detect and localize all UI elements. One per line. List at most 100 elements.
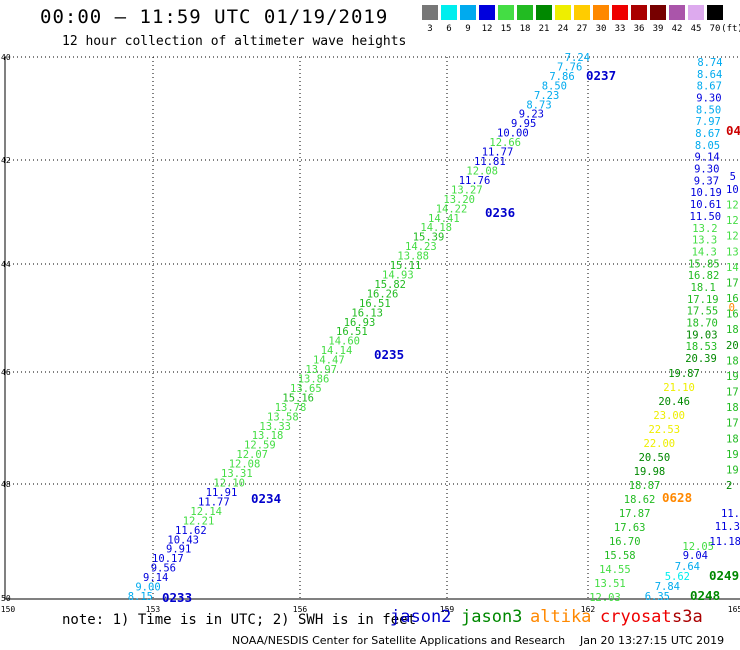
swh-value-label: 13.66 bbox=[726, 246, 740, 258]
swh-value-label: 12.07 bbox=[236, 449, 268, 461]
swh-value-label: 18.53 bbox=[686, 341, 718, 353]
footer-timestamp: Jan 20 13:27:15 UTC 2019 bbox=[580, 634, 725, 647]
swh-value-label: 5.62 bbox=[665, 571, 690, 583]
swh-value-label: 13.86 bbox=[298, 374, 330, 386]
swh-value-label: 19.4 bbox=[726, 371, 740, 383]
swh-value-label: 9.56 bbox=[151, 563, 176, 575]
swh-value-label: 12. bbox=[726, 200, 740, 212]
swh-value-label: 12.6 bbox=[726, 231, 740, 243]
swh-value-label: 13.2 bbox=[692, 223, 717, 235]
swh-value-label: 15.82 bbox=[374, 279, 406, 291]
lon-tick-label: 153 bbox=[146, 605, 161, 614]
lon-tick-label: 156 bbox=[293, 605, 308, 614]
swh-value-label: 18.70 bbox=[686, 317, 718, 329]
swh-value-label: 12.03 bbox=[589, 592, 621, 604]
swh-value-label: 7.86 bbox=[549, 71, 574, 83]
satellite-altika-label: altika bbox=[530, 607, 592, 627]
map-subtitle: 12 hour collection of altimeter wave hei… bbox=[62, 34, 407, 49]
swh-value-label: 10.61 bbox=[690, 199, 722, 211]
swh-value-label: 15.58 bbox=[604, 550, 636, 562]
swh-value-label: 11.50 bbox=[690, 211, 722, 223]
swh-value-label: 5 bbox=[730, 171, 736, 183]
swh-value-label: 11.81 bbox=[474, 156, 506, 168]
swh-value-label: 11. bbox=[721, 508, 740, 520]
lat-tick-label: 42 bbox=[1, 156, 11, 165]
swh-value-label: 9.00 bbox=[135, 582, 160, 594]
legend-swatch bbox=[422, 5, 438, 20]
swh-value-label: 16.93 bbox=[344, 317, 376, 329]
swh-value-label: 9.14 bbox=[694, 152, 719, 164]
track-time-label: 0235 bbox=[374, 347, 404, 362]
swh-value-label: 11.3 bbox=[715, 521, 740, 533]
swh-value-label: 11.76 bbox=[459, 175, 491, 187]
swh-value-label: 17.63 bbox=[614, 522, 646, 534]
legend-label: 33 bbox=[614, 24, 626, 34]
swh-value-label: 7.76 bbox=[557, 61, 582, 73]
units-note: note: 1) Time is in UTC; 2) SWH is in fe… bbox=[62, 612, 417, 628]
swh-value-label: 15.39 bbox=[413, 232, 445, 244]
legend-swatch bbox=[707, 5, 723, 20]
swh-value-label: 19 bbox=[726, 449, 739, 461]
swh-value-label: 11.77 bbox=[482, 147, 514, 159]
swh-value-label: 11.18 bbox=[709, 536, 740, 548]
swh-value-label: 13.58 bbox=[267, 411, 299, 423]
legend-label: 6 bbox=[446, 24, 452, 34]
lat-tick-label: 46 bbox=[1, 368, 11, 377]
legend-swatch bbox=[688, 5, 704, 20]
swh-value-label: 22.53 bbox=[648, 424, 680, 436]
swh-value-label: 17.55 bbox=[687, 306, 719, 318]
legend-label: 36 bbox=[633, 24, 645, 34]
swh-value-label: 16.82 bbox=[688, 270, 720, 282]
map-title: 00:00 – 11:59 UTC 01/19/2019 bbox=[40, 6, 389, 28]
swh-value-label: 18.18 bbox=[726, 355, 740, 367]
swh-value-label: 12.14 bbox=[190, 506, 222, 518]
swh-value-label: 9.30 bbox=[696, 93, 721, 105]
swh-value-label: 12.10 bbox=[213, 478, 245, 490]
swh-value-label: 9.23 bbox=[519, 109, 544, 121]
swh-value-label: 10 bbox=[726, 184, 739, 196]
swh-value-label: 15.85 bbox=[688, 258, 720, 270]
satellite-cryosat-label: cryosat bbox=[600, 607, 672, 627]
swh-value-label: 16.51 bbox=[359, 298, 391, 310]
swh-value-label: 14.55 bbox=[599, 564, 631, 576]
swh-value-label: 8.67 bbox=[697, 81, 722, 93]
swh-value-label: 14 bbox=[726, 262, 739, 274]
swh-value-label: 13.3 bbox=[692, 235, 717, 247]
swh-value-label: 14.3 bbox=[692, 246, 717, 258]
legend-swatch bbox=[460, 5, 476, 20]
swh-value-label: 9.04 bbox=[683, 550, 708, 562]
swh-value-label: 9.37 bbox=[694, 175, 719, 187]
swh-value-label: 17.6 bbox=[726, 418, 740, 430]
lat-tick-label: 48 bbox=[1, 480, 11, 489]
swh-value-label: 7.64 bbox=[675, 561, 700, 573]
lat-tick-label: 44 bbox=[1, 260, 11, 269]
legend-label: 18 bbox=[519, 24, 531, 34]
legend-label: 12 bbox=[481, 24, 493, 34]
swh-value-label: 8.64 bbox=[697, 69, 722, 81]
swh-value-label: 19.98 bbox=[634, 466, 666, 478]
swh-value-label: 15.16 bbox=[282, 392, 314, 404]
swh-value-label: 10.17 bbox=[152, 553, 184, 565]
swh-value-label: 14.18 bbox=[420, 222, 452, 234]
swh-value-label: 6.35 bbox=[645, 591, 670, 603]
swh-value-label: 9.14 bbox=[143, 572, 168, 584]
lon-tick-label: 165 bbox=[728, 605, 740, 614]
swh-value-label: 12.7 bbox=[726, 215, 740, 227]
swh-value-label: 15.11 bbox=[390, 260, 422, 272]
legend-label: 27 bbox=[576, 24, 588, 34]
swh-value-label: 2 bbox=[726, 480, 732, 492]
lon-tick-label: 162 bbox=[581, 605, 596, 614]
swh-value-label: 14.14 bbox=[321, 345, 353, 357]
footer-credit: NOAA/NESDIS Center for Satellite Applica… bbox=[232, 634, 566, 647]
swh-value-label: 18.62 bbox=[624, 494, 656, 506]
swh-value-label: 18.87 bbox=[629, 480, 661, 492]
swh-value-label: 23.00 bbox=[653, 410, 685, 422]
swh-value-label: 16.51 bbox=[336, 326, 368, 338]
swh-value-label: 16.13 bbox=[351, 307, 383, 319]
swh-value-label: 8.50 bbox=[542, 80, 567, 92]
legend-label: 21 bbox=[538, 24, 550, 34]
legend-swatch bbox=[631, 5, 647, 20]
swh-value-label: 16.97 bbox=[726, 293, 740, 305]
swh-value-label: 18.1 bbox=[691, 282, 716, 294]
